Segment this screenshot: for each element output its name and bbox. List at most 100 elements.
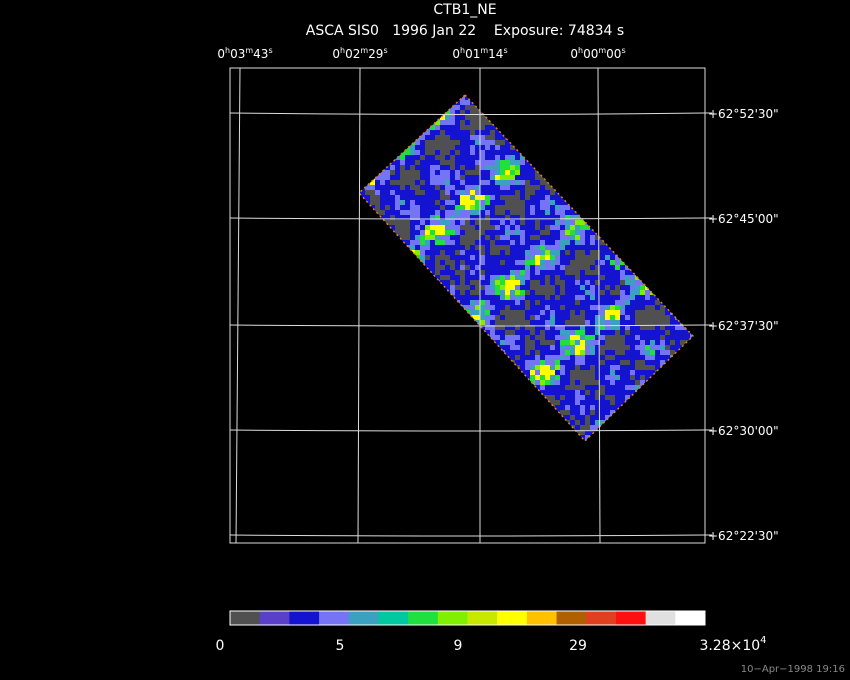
pixel	[370, 405, 375, 410]
pixel	[620, 420, 625, 425]
pixel	[500, 300, 505, 305]
pixel	[690, 295, 693, 300]
pixel	[595, 90, 600, 95]
pixel	[585, 270, 590, 275]
pixel	[665, 185, 670, 190]
pixel	[550, 345, 555, 350]
pixel	[425, 205, 430, 210]
pixel	[680, 300, 685, 305]
pixel	[359, 415, 360, 420]
pixel	[575, 180, 580, 185]
pixel	[425, 190, 430, 195]
pixel	[480, 265, 485, 270]
pixel	[535, 190, 540, 195]
pixel	[375, 250, 380, 255]
pixel	[590, 165, 595, 170]
pixel	[575, 390, 580, 395]
pixel	[385, 275, 390, 280]
pixel	[380, 235, 385, 240]
pixel	[675, 125, 680, 130]
pixel	[555, 105, 560, 110]
pixel	[650, 165, 655, 170]
pixel	[545, 435, 550, 440]
pixel	[405, 305, 410, 310]
pixel	[535, 175, 540, 180]
pixel	[395, 245, 400, 250]
pixel	[370, 190, 375, 195]
pixel	[495, 265, 500, 270]
pixel	[405, 275, 410, 280]
pixel	[645, 240, 650, 245]
pixel	[590, 415, 595, 420]
pixel	[375, 160, 380, 165]
pixel	[485, 380, 490, 385]
pixel	[690, 135, 693, 140]
pixel	[435, 195, 440, 200]
pixel	[430, 295, 435, 300]
pixel	[455, 195, 460, 200]
pixel	[390, 360, 395, 365]
pixel	[550, 240, 555, 245]
pixel	[495, 150, 500, 155]
pixel	[575, 200, 580, 205]
pixel	[515, 280, 520, 285]
pixel	[465, 220, 470, 225]
pixel	[485, 95, 490, 100]
pixel	[405, 415, 410, 420]
pixel	[540, 265, 545, 270]
pixel	[680, 210, 685, 215]
pixel	[400, 160, 405, 165]
pixel	[600, 280, 605, 285]
pixel	[640, 160, 645, 165]
pixel	[595, 290, 600, 295]
colorbar-swatch	[378, 611, 409, 625]
pixel	[405, 225, 410, 230]
pixel	[425, 145, 430, 150]
pixel	[395, 250, 400, 255]
pixel	[575, 315, 580, 320]
pixel	[435, 425, 440, 430]
pixel	[525, 350, 530, 355]
pixel	[560, 185, 565, 190]
pixel	[380, 145, 385, 150]
pixel	[575, 330, 580, 335]
pixel	[640, 205, 645, 210]
pixel	[545, 415, 550, 420]
pixel	[515, 165, 520, 170]
pixel	[360, 380, 365, 385]
pixel	[585, 255, 590, 260]
pixel	[535, 410, 540, 415]
pixel	[370, 330, 375, 335]
pixel	[620, 265, 625, 270]
pixel	[600, 405, 605, 410]
pixel	[695, 430, 700, 435]
pixel	[490, 410, 495, 415]
pixel	[575, 430, 580, 435]
pixel	[550, 385, 555, 390]
pixel	[535, 260, 540, 265]
pixel	[360, 320, 365, 325]
pixel	[380, 280, 385, 285]
pixel	[690, 375, 693, 380]
pixel	[500, 175, 505, 180]
pixel	[675, 340, 680, 345]
pixel	[570, 255, 575, 260]
pixel	[460, 315, 465, 320]
pixel	[375, 380, 380, 385]
pixel	[675, 175, 680, 180]
pixel	[650, 350, 655, 355]
pixel	[595, 150, 600, 155]
pixel	[420, 115, 425, 120]
pixel	[465, 380, 470, 385]
pixel	[565, 120, 570, 125]
pixel	[590, 185, 595, 190]
pixel	[545, 320, 550, 325]
pixel	[580, 275, 585, 280]
pixel	[405, 220, 410, 225]
pixel	[455, 235, 460, 240]
pixel	[645, 440, 650, 441]
pixel	[645, 320, 650, 325]
pixel	[475, 130, 480, 135]
pixel	[645, 310, 650, 315]
pixel	[365, 385, 370, 390]
